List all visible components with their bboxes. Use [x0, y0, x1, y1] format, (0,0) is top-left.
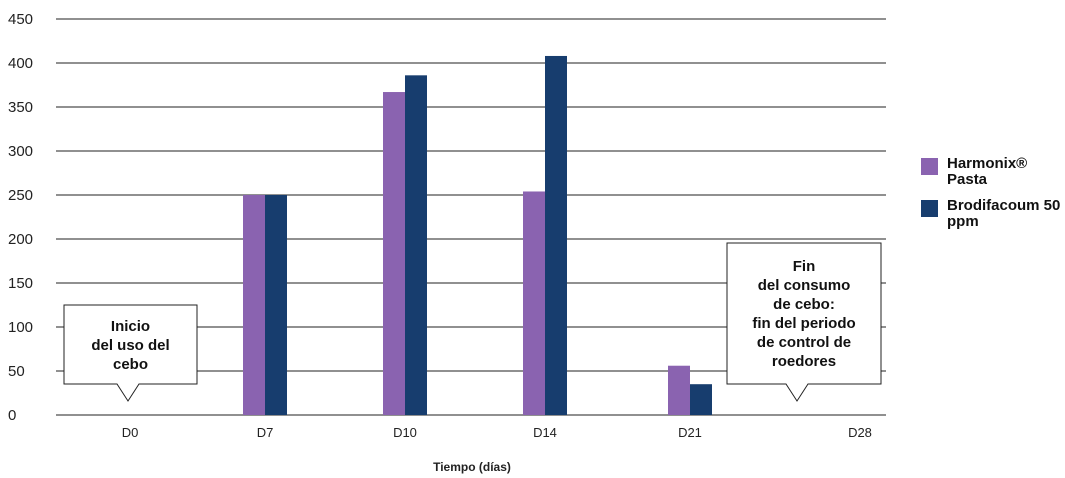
x-tick-label: D10	[393, 425, 417, 440]
annotation-text: Inicio	[111, 318, 150, 335]
bar-d10-series-1	[405, 75, 427, 415]
y-tick-label: 50	[8, 363, 25, 380]
legend-label-harmonix: Harmonix® Pasta	[947, 155, 1028, 188]
bar-d21-series-0	[668, 365, 690, 415]
annotation-callout: Fin del consumo de cebo: fin del periodo de …	[726, 242, 882, 402]
y-tick-label: 300	[8, 143, 33, 160]
annotation-text: de control de	[757, 334, 851, 351]
legend-item-brodifacoum: Brodifacoum 50 ppm	[921, 198, 1065, 230]
annotation-text: del consumo	[758, 277, 851, 294]
bar-d7-series-1	[265, 195, 287, 415]
annotation-text: roedores	[772, 353, 836, 370]
y-tick-label: 450	[8, 11, 33, 28]
x-axis-title: Tiempo (días)	[433, 460, 511, 474]
x-tick-label: D7	[257, 425, 274, 440]
callout-box	[726, 242, 882, 402]
y-axis-ticks: 0 50 100 150 200 250 300 350 400 450	[8, 11, 33, 424]
y-tick-label: 350	[8, 99, 33, 116]
annotation-text: cebo	[113, 356, 148, 373]
bar-d14-series-1	[545, 55, 567, 416]
legend-swatch-brodifacoum	[921, 200, 938, 217]
x-axis-ticks: D0 D7 D10 D14 D21 D28	[122, 425, 872, 440]
y-tick-label: 400	[8, 55, 33, 72]
annotation-text: Fin	[793, 258, 816, 275]
y-tick-label: 250	[8, 187, 33, 204]
bar-d21-series-1	[690, 384, 712, 415]
bar-d10-series-0	[383, 92, 405, 415]
legend-swatch-harmonix	[921, 158, 938, 175]
callout-box	[63, 304, 198, 402]
legend-item-harmonix: Harmonix® Pasta	[921, 156, 1065, 188]
legend-label-brodifacoum: Brodifacoum 50 ppm	[947, 197, 1061, 230]
y-tick-label: 200	[8, 231, 33, 248]
x-tick-label: D0	[122, 425, 139, 440]
y-tick-label: 150	[8, 275, 33, 292]
y-tick-label: 100	[8, 319, 33, 336]
x-tick-label: D28	[848, 425, 872, 440]
annotation-text: fin del periodo	[752, 315, 855, 332]
legend: Harmonix® Pasta Brodifacoum 50 ppm	[921, 156, 1065, 240]
bars	[243, 55, 712, 416]
annotation-callout: Inicio del uso del cebo	[63, 304, 198, 402]
annotation-text: de cebo:	[773, 296, 835, 313]
bar-d14-series-0	[523, 191, 545, 415]
annotation-text: del uso del	[91, 337, 169, 354]
x-tick-label: D21	[678, 425, 702, 440]
x-tick-label: D14	[533, 425, 557, 440]
annotations: Inicio del uso del cebo Fin del consumo de ce…	[63, 242, 882, 402]
bar-d7-series-0	[243, 195, 265, 415]
y-tick-label: 0	[8, 407, 16, 424]
